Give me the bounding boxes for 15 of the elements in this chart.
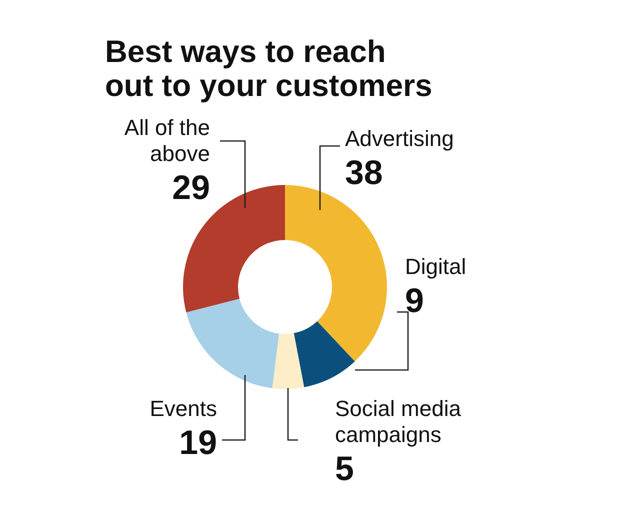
slice-label: Advertising: [345, 126, 454, 151]
donut-slice: [272, 333, 304, 389]
data-label: 19: [179, 424, 217, 462]
donut-slice: [294, 321, 355, 388]
donut-slice: [285, 185, 387, 362]
slice-label: Digital: [405, 254, 466, 279]
data-label: 5: [335, 450, 354, 488]
slice-label: All of the above: [124, 115, 210, 166]
chart-title: Best ways to reach out to your customers: [105, 34, 432, 103]
data-label: 9: [405, 282, 424, 320]
data-label: 29: [172, 169, 210, 207]
data-label: 38: [345, 154, 383, 192]
donut-slice: [186, 298, 280, 388]
slice-label: Events: [150, 396, 217, 421]
slice-label: Social media campaigns: [335, 396, 462, 447]
